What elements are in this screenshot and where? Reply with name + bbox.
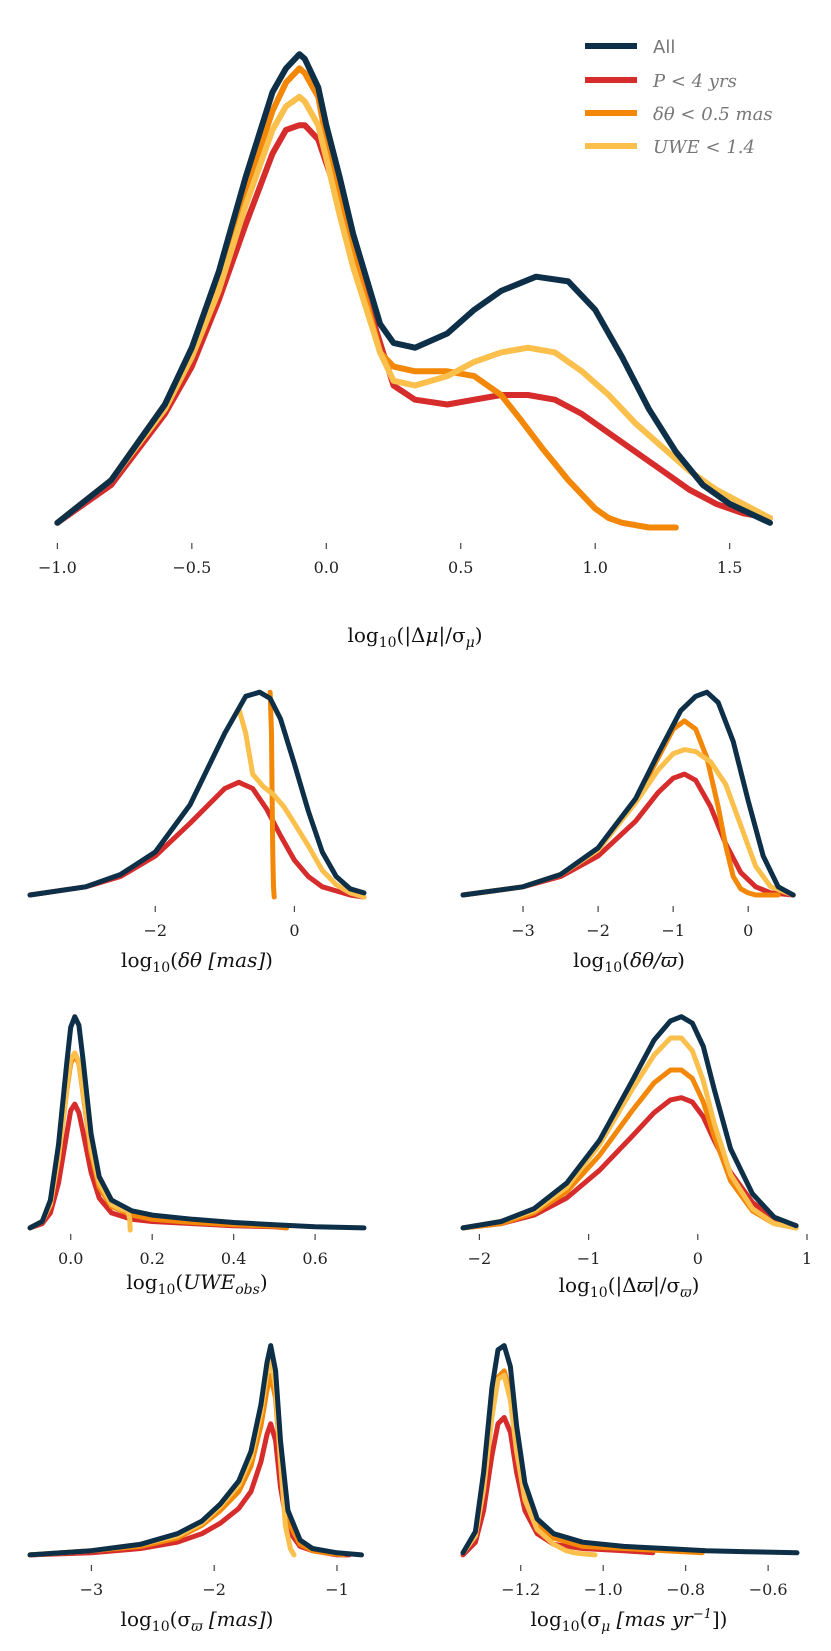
uwe-tick-label: 0.0 <box>58 1249 83 1268</box>
dmu-tick-label: 0.5 <box>448 558 473 577</box>
dtheta-series-uwe-1-4 <box>236 706 367 900</box>
panel-dtheta-curves <box>27 689 367 900</box>
sigma_pm-series-p-4-yrs <box>460 1415 656 1558</box>
dplx-tick-label: −1 <box>577 1249 601 1268</box>
dmu-series-p-4-yrs <box>54 122 773 526</box>
dmu-tick-label: 1.0 <box>582 558 607 577</box>
legend: All P < 4 yrs δθ < 0.5 mas UWE < 1.4 <box>585 37 773 158</box>
dplx-series-all <box>460 1014 799 1231</box>
sigma_pm-tick-label: −0.6 <box>749 1580 788 1599</box>
panel-uwe: 0.0 0.2 0.4 0.6 log10(UWEobs) <box>27 1014 367 1298</box>
panel-sigma-plx-ticks: −3 −2 −1 <box>80 1565 349 1599</box>
uwe-series-all <box>27 1014 367 1231</box>
legend-label-dtheta: δθ < 0.5 mas <box>653 104 773 125</box>
dmu-series-uwe-1-4 <box>54 93 773 526</box>
uwe-tick-label: 0.4 <box>221 1249 246 1268</box>
panel-dmu-xlabel: log10(|Δμ|/σμ) <box>347 623 482 651</box>
dmu-series-all <box>54 51 773 526</box>
dtheta_plx-series-all <box>460 689 796 898</box>
dtheta_plx-tick-label: −3 <box>511 921 535 940</box>
sigma_pm-tick-label: −1.2 <box>501 1580 540 1599</box>
panel-dplx: −2 −1 0 1 log10(|Δϖ|/σϖ) <box>460 1014 812 1301</box>
panel-sigma-pm-xlabel: log10(σμ [mas yr−1]) <box>531 1607 728 1635</box>
panel-sigma-pm-ticks: −1.2 −1.0 −0.8 −0.6 <box>501 1565 788 1599</box>
panel-sigma-pm: −1.2 −1.0 −0.8 −0.6 log10(σμ [mas yr−1]) <box>460 1343 800 1635</box>
panel-dtheta-plx-xlabel: log10(δθ/ϖ) <box>573 948 685 976</box>
panel-dmu-curves <box>54 51 773 531</box>
panel-dtheta: −2 0 log10(δθ [mas]) <box>27 689 367 976</box>
dplx-series-uwe-1-4 <box>460 1035 799 1231</box>
dplx-tick-label: 0 <box>693 1249 703 1268</box>
panel-dtheta-plx: −3 −2 −1 0 log10(δθ/ϖ) <box>460 689 796 976</box>
uwe-series-p-4-yrs <box>27 1101 290 1231</box>
dmu-tick-label: 1.5 <box>717 558 742 577</box>
dplx-tick-label: 1 <box>802 1249 812 1268</box>
panel-uwe-curves <box>27 1014 367 1233</box>
panel-dplx-xlabel: log10(|Δϖ|/σϖ) <box>559 1273 700 1301</box>
sigma_pm-tick-label: −1.0 <box>584 1580 623 1599</box>
dtheta-series-p-4-yrs <box>27 779 367 900</box>
panel-sigma-pm-curves <box>460 1343 800 1558</box>
panel-dplx-curves <box>460 1014 799 1231</box>
panel-dtheta-plx-curves <box>460 689 796 898</box>
panel-sigma-plx-xlabel: log10(σϖ [mas]) <box>121 1607 274 1635</box>
panel-sigma-plx-curves <box>27 1343 364 1558</box>
dtheta-series-all <box>27 689 367 898</box>
sigma_pm-series-all <box>460 1343 800 1556</box>
dtheta-series-0-5-mas <box>267 689 277 900</box>
sigma_plx-tick-label: −2 <box>202 1580 226 1599</box>
dtheta_plx-tick-label: −1 <box>661 921 685 940</box>
sigma_plx-tick-label: −3 <box>80 1580 104 1599</box>
panel-dtheta-ticks: −2 0 <box>143 906 300 940</box>
panel-uwe-ticks: 0.0 0.2 0.4 0.6 <box>58 1234 328 1268</box>
sigma_plx-series-all <box>27 1343 364 1558</box>
legend-label-all: All <box>653 37 675 58</box>
legend-label-period: P < 4 yrs <box>652 71 737 92</box>
sigma_pm-series-0-5-mas <box>460 1368 705 1556</box>
panel-dmu-ticks: −1.0 −0.5 0.0 0.5 1.0 1.5 <box>38 543 742 577</box>
panel-uwe-xlabel: log10(UWEobs) <box>126 1270 267 1298</box>
dmu-tick-label: −0.5 <box>172 558 211 577</box>
dtheta_plx-series-p-4-yrs <box>460 771 796 898</box>
dplx-tick-label: −2 <box>468 1249 492 1268</box>
sigma_plx-tick-label: −1 <box>325 1580 349 1599</box>
sigma_plx-series-p-4-yrs <box>27 1421 352 1558</box>
panel-dtheta-xlabel: log10(δθ [mas]) <box>121 948 273 976</box>
dmu-tick-label: −1.0 <box>38 558 77 577</box>
panel-dmu: −1.0 −0.5 0.0 0.5 1.0 1.5 log10(|Δμ|/σμ) <box>38 51 773 651</box>
dtheta_plx-series-0-5-mas <box>460 718 781 898</box>
panel-dplx-ticks: −2 −1 0 1 <box>468 1234 812 1268</box>
dtheta-tick-label: 0 <box>289 921 299 940</box>
dtheta_plx-tick-label: 0 <box>743 921 753 940</box>
panel-sigma-plx: −3 −2 −1 log10(σϖ [mas]) <box>27 1343 364 1635</box>
sigma_pm-tick-label: −0.8 <box>666 1580 705 1599</box>
dmu-tick-label: 0.0 <box>314 558 339 577</box>
panel-dtheta-plx-ticks: −3 −2 −1 0 <box>511 906 753 940</box>
legend-label-uwe: UWE < 1.4 <box>653 137 755 158</box>
dtheta_plx-tick-label: −2 <box>586 921 610 940</box>
uwe-tick-label: 0.6 <box>302 1249 327 1268</box>
dtheta-tick-label: −2 <box>143 921 167 940</box>
uwe-tick-label: 0.2 <box>139 1249 164 1268</box>
